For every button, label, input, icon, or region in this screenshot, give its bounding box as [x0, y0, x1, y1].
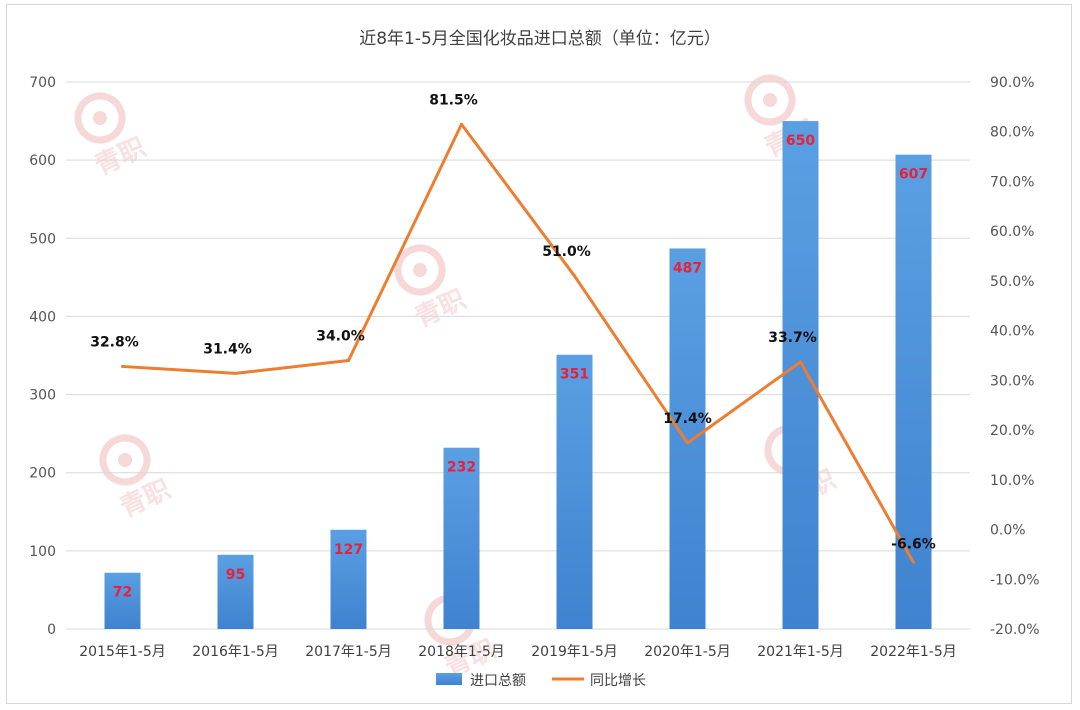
- y-right-tick-label: 70.0%: [990, 174, 1034, 190]
- watermark-dot: [93, 111, 107, 125]
- line-data-label: -6.6%: [891, 536, 936, 552]
- x-tick-label: 2017年1-5月: [305, 644, 392, 660]
- line-data-label: 31.4%: [203, 341, 252, 357]
- y-right-tick-label: 40.0%: [990, 324, 1034, 340]
- y-right-tick-label: 10.0%: [990, 473, 1034, 489]
- bar: [217, 554, 254, 629]
- y-right-tick-label: -20.0%: [990, 622, 1040, 638]
- watermark-ring: [74, 92, 126, 144]
- y-right-tick-label: 90.0%: [990, 75, 1034, 91]
- y-right-tick-label: 30.0%: [990, 373, 1034, 389]
- legend-bar-label: 进口总额: [470, 673, 526, 689]
- chart-frame: [6, 4, 1072, 704]
- x-tick-label: 2018年1-5月: [418, 644, 505, 660]
- line-series: 32.8% 31.4% 34.0% 81.5% 51.0% 17.4% 33.7% -6.6%: [90, 92, 936, 564]
- bar-data-label: 72: [113, 585, 132, 601]
- watermark-logo: 青职: [74, 92, 150, 182]
- y-left-tick-label: 100: [29, 544, 56, 560]
- bar: [556, 354, 593, 629]
- bar-data-label: 607: [899, 167, 928, 183]
- legend-line-label: 同比增长: [590, 673, 646, 689]
- y-right-tick-label: 80.0%: [990, 125, 1034, 141]
- line-data-label: 33.7%: [768, 330, 817, 346]
- bar: [330, 529, 367, 629]
- watermark-ring: [99, 434, 151, 486]
- y-right-tick-label: 0.0%: [990, 523, 1026, 539]
- bar-series: 72 95 127 232 351 487 650 607: [104, 121, 932, 630]
- legend-bar-swatch: [436, 673, 462, 685]
- bar-data-label: 487: [673, 260, 702, 276]
- x-tick-label: 2019年1-5月: [531, 644, 618, 660]
- line-point: [799, 360, 802, 364]
- x-tick-label: 2016年1-5月: [192, 644, 279, 660]
- x-tick-label: 2022年1-5月: [870, 644, 957, 660]
- y-right-tick-label: 60.0%: [990, 224, 1034, 240]
- bar: [895, 154, 932, 629]
- watermark-dot: [413, 263, 427, 277]
- y-left-tick-label: 600: [29, 153, 56, 169]
- watermark-logo: 青职: [99, 434, 175, 524]
- bar: [782, 121, 819, 630]
- line-data-label: 32.8%: [90, 334, 139, 350]
- line-data-label: 17.4%: [663, 411, 712, 427]
- x-tick-label: 2015年1-5月: [79, 644, 166, 660]
- legend: 进口总额 同比增长: [436, 673, 646, 689]
- line-point: [347, 358, 350, 362]
- watermark-ring: [744, 74, 796, 126]
- y-left-tick-label: 0: [47, 622, 56, 638]
- line-point: [460, 122, 463, 126]
- bar: [669, 248, 706, 630]
- bar-data-label: 95: [226, 567, 245, 583]
- bar-data-label: 351: [560, 367, 589, 383]
- bar-data-label: 127: [334, 542, 363, 558]
- line-point: [121, 364, 124, 368]
- bar-data-label: 232: [447, 460, 476, 476]
- line-data-label: 34.0%: [316, 328, 365, 344]
- y-left-tick-label: 500: [29, 231, 56, 247]
- watermark-dot: [763, 93, 777, 107]
- y-right-tick-label: 50.0%: [990, 274, 1034, 290]
- line-path: [122, 122, 915, 564]
- chart-title: 近8年1-5月全国化妆品进口总额（单位：亿元）: [359, 29, 721, 49]
- axes: 0 100 200 300 400 500 600 700 -20.0% -10.0% 0.0% 10…: [29, 75, 1039, 660]
- line-point: [234, 371, 237, 375]
- y-right-tick-label: -10.0%: [990, 572, 1040, 588]
- y-right-tick-label: 20.0%: [990, 423, 1034, 439]
- x-tick-label: 2020年1-5月: [644, 644, 731, 660]
- bar: [443, 447, 480, 629]
- y-left-tick-label: 400: [29, 309, 56, 325]
- bar-data-label: 650: [786, 133, 815, 149]
- y-left-tick-label: 200: [29, 466, 56, 482]
- watermark-dot: [118, 453, 132, 467]
- y-left-tick-label: 700: [29, 75, 56, 91]
- line-point: [912, 560, 915, 564]
- gridlines: [66, 81, 970, 630]
- watermark-ring: [394, 244, 446, 296]
- bar: [104, 572, 141, 629]
- y-left-tick-label: 300: [29, 388, 56, 404]
- line-point: [686, 441, 689, 445]
- x-tick-label: 2021年1-5月: [757, 644, 844, 660]
- line-point: [573, 274, 576, 278]
- line-data-label: 81.5%: [429, 92, 478, 108]
- line-data-label: 51.0%: [542, 244, 591, 260]
